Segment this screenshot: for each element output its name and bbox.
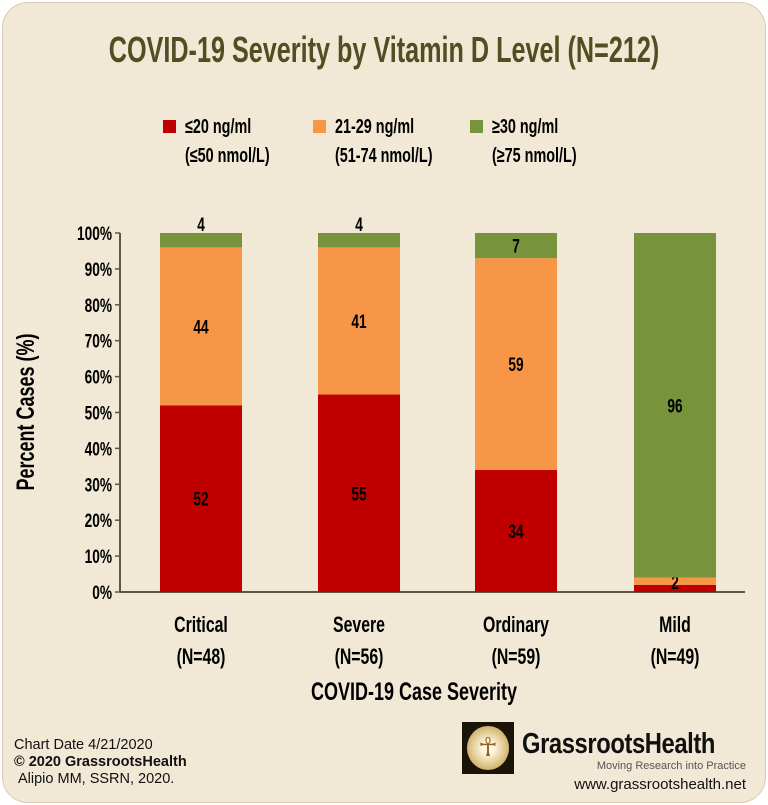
citation: Alipio MM, SSRN, 2020. <box>18 771 175 787</box>
copyright: © 2020 GrassrootsHealth <box>14 754 187 770</box>
y-tick-label: 100% <box>77 223 112 245</box>
y-tick-label: 10% <box>85 546 113 568</box>
category-n-label: (N=48) <box>177 646 226 670</box>
legend-sublabel: (51-74 nmol/L) <box>335 144 433 167</box>
legend-label: 21-29 ng/ml <box>335 115 414 138</box>
data-label: 4 <box>355 214 363 236</box>
data-label: 44 <box>193 316 209 338</box>
y-tick-label: 30% <box>85 474 113 496</box>
category-n-label: (N=49) <box>651 646 700 670</box>
y-axis-title: Percent Cases (%) <box>11 334 40 491</box>
legend-label: ≤20 ng/ml <box>185 115 251 138</box>
legend-swatch <box>313 120 326 133</box>
bar-segment <box>318 394 400 592</box>
y-tick-label: 0% <box>92 582 112 604</box>
legend-swatch <box>470 120 483 133</box>
y-tick-label: 20% <box>85 510 113 532</box>
category-n-label: (N=59) <box>492 646 541 670</box>
bar-segment <box>160 405 242 592</box>
bar-segment <box>475 233 557 259</box>
category-label: Critical <box>174 614 228 638</box>
category-label: Severe <box>333 614 385 638</box>
bar-segment <box>475 258 557 470</box>
chart: COVID-19 Severity by Vitamin D Level (N=… <box>11 30 745 706</box>
data-label: 55 <box>351 483 366 505</box>
category-label: Ordinary <box>483 614 549 638</box>
bar-segment <box>318 247 400 395</box>
bar-segment <box>318 233 400 248</box>
bar-segment <box>475 469 557 592</box>
chart-title: COVID-19 Severity by Vitamin D Level (N=… <box>109 30 659 71</box>
data-label: 34 <box>508 521 524 543</box>
data-label: 59 <box>508 354 523 376</box>
data-label: 7 <box>512 235 520 257</box>
bar-segment <box>634 584 716 592</box>
x-axis-title: COVID-19 Case Severity <box>311 677 517 706</box>
data-label: 4 <box>197 214 205 236</box>
legend-sublabel: (≥75 nmol/L) <box>492 144 577 167</box>
data-label: 2 <box>671 572 679 594</box>
y-tick-label: 90% <box>85 259 113 281</box>
bar-segment <box>160 247 242 406</box>
chart-date: Chart Date 4/21/2020 <box>14 737 153 753</box>
website-link[interactable]: www.grassrootshealth.net <box>574 776 746 793</box>
legend-label: ≥30 ng/ml <box>492 115 558 138</box>
legend-swatch <box>163 120 176 133</box>
y-tick-label: 60% <box>85 366 113 388</box>
data-label: 96 <box>667 395 682 417</box>
brand-tagline: Moving Research into Practice <box>596 760 746 772</box>
data-label: 41 <box>351 311 366 333</box>
category-n-label: (N=56) <box>335 646 384 670</box>
vitruvian-man-logo: ☥ <box>462 722 514 774</box>
bar-segment <box>160 233 242 248</box>
brand-name: GrassrootsHealth <box>522 728 715 760</box>
bar-segment <box>634 233 716 578</box>
data-label: 52 <box>193 488 208 510</box>
bar-segment <box>634 577 716 585</box>
category-label: Mild <box>659 614 691 638</box>
y-tick-label: 50% <box>85 402 113 424</box>
y-tick-label: 40% <box>85 438 113 460</box>
y-tick-label: 80% <box>85 295 113 317</box>
legend-sublabel: (≤50 nmol/L) <box>185 144 270 167</box>
y-tick-label: 70% <box>85 330 113 352</box>
